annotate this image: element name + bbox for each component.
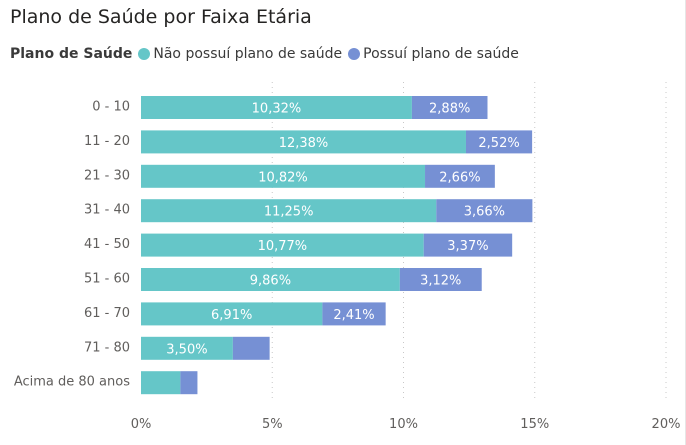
y-category-label: 21 - 30 bbox=[84, 168, 130, 183]
y-category-label: 61 - 70 bbox=[84, 306, 130, 321]
data-label: 10,82% bbox=[258, 170, 308, 185]
x-tick-label: 0% bbox=[131, 417, 152, 432]
data-label: 3,12% bbox=[420, 274, 461, 289]
data-label: 11,25% bbox=[264, 205, 314, 220]
data-label: 3,50% bbox=[166, 342, 207, 357]
bar-com-plano bbox=[232, 336, 270, 360]
legend-dot-sem-plano bbox=[138, 48, 151, 60]
data-label: 10,77% bbox=[258, 239, 308, 254]
legend-label-sem-plano: Não possuí plano de saúde bbox=[153, 46, 343, 62]
legend-item-com-plano[interactable]: Possuí plano de saúde bbox=[348, 46, 519, 62]
bar-sem-plano bbox=[141, 371, 181, 395]
data-label: 12,38% bbox=[279, 136, 329, 151]
data-label: 2,88% bbox=[429, 102, 470, 117]
legend[interactable]: Plano de Saúde Não possuí plano de saúde… bbox=[10, 46, 525, 62]
data-label: 2,66% bbox=[439, 170, 480, 185]
x-tick-label: 5% bbox=[262, 417, 283, 432]
bar-sem-plano bbox=[141, 164, 426, 188]
y-category-label: 0 - 10 bbox=[92, 100, 130, 115]
x-tick-label: 20% bbox=[652, 417, 681, 432]
x-tick-label: 15% bbox=[520, 417, 549, 432]
legend-label-com-plano: Possuí plano de saúde bbox=[363, 46, 519, 62]
bar-sem-plano bbox=[141, 302, 323, 326]
bar-com-plano bbox=[399, 268, 482, 291]
bar-sem-plano bbox=[141, 233, 424, 257]
bar-com-plano bbox=[436, 199, 533, 223]
legend-title: Plano de Saúde bbox=[10, 46, 133, 62]
legend-item-sem-plano[interactable]: Não possuí plano de saúde bbox=[138, 46, 342, 62]
bar-com-plano bbox=[465, 130, 533, 154]
bar-sem-plano bbox=[141, 130, 466, 154]
bar-com-plano bbox=[425, 164, 495, 188]
x-tick-label: 10% bbox=[389, 417, 418, 432]
y-category-label: Acima de 80 anos bbox=[14, 375, 130, 390]
bar-sem-plano bbox=[141, 199, 437, 223]
chart-title: Plano de Saúde por Faixa Etária bbox=[10, 6, 312, 28]
y-category-label: 71 - 80 bbox=[84, 340, 130, 355]
bar-com-plano bbox=[423, 233, 513, 257]
bar-sem-plano bbox=[141, 336, 233, 360]
y-category-label: 31 - 40 bbox=[84, 203, 130, 218]
bar-com-plano bbox=[180, 371, 198, 395]
y-category-label: 11 - 20 bbox=[84, 134, 130, 149]
data-label: 3,37% bbox=[447, 239, 488, 254]
y-category-label: 41 - 50 bbox=[84, 237, 130, 252]
data-label: 3,66% bbox=[464, 205, 505, 220]
bar-com-plano bbox=[411, 96, 488, 119]
bar-sem-plano bbox=[141, 268, 400, 291]
y-category-label: 51 - 60 bbox=[84, 272, 130, 287]
data-label: 2,41% bbox=[333, 308, 374, 323]
data-label: 2,52% bbox=[478, 136, 519, 151]
data-label: 10,32% bbox=[252, 102, 302, 117]
data-label: 6,91% bbox=[211, 308, 252, 323]
bar-com-plano bbox=[322, 302, 386, 326]
legend-dot-com-plano bbox=[348, 48, 361, 60]
bar-sem-plano bbox=[141, 96, 412, 119]
data-label: 9,86% bbox=[250, 274, 291, 289]
